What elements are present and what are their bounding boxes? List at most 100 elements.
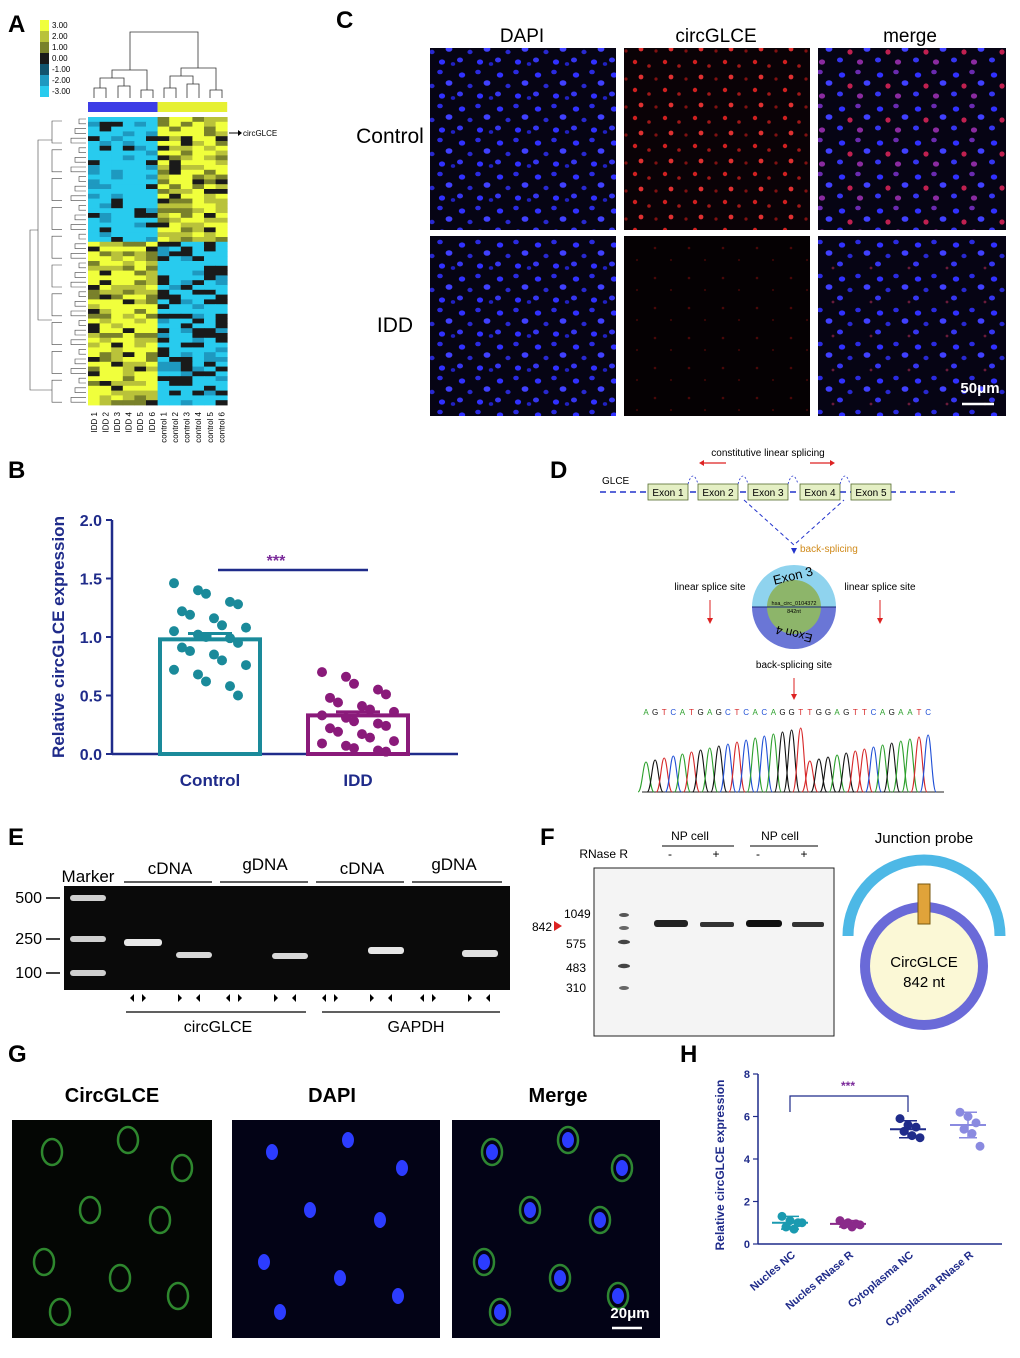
heatmap-cell — [111, 155, 124, 161]
primer-arrow-icon — [274, 994, 278, 1002]
dendrogram-branch — [70, 195, 86, 201]
heatmap-cell — [122, 304, 135, 310]
heatmap-cell — [111, 342, 124, 348]
heatmap-cell — [215, 357, 228, 363]
heatmap-cell — [111, 275, 124, 281]
bs-down-head-icon — [791, 694, 797, 700]
heatmap-cell — [134, 160, 147, 166]
heatmap-cell — [215, 165, 228, 171]
heatmap-cell — [111, 400, 124, 406]
heatmap-cell — [134, 232, 147, 238]
dendrogram-branch — [51, 235, 62, 259]
heatmap-cell — [169, 227, 182, 233]
gel-e: Marker 500 250 100 cDNA gDNA cDNA gDNA c… — [15, 855, 510, 1036]
heatmap-cell — [122, 285, 135, 291]
heatmap-cell — [99, 208, 112, 214]
circ-id: hsa_circ_0104372 — [772, 601, 817, 607]
heatmap-cell — [122, 222, 135, 228]
heatmap-cell — [204, 203, 216, 209]
heatmap-cell — [88, 357, 100, 363]
exon-box — [697, 483, 739, 501]
heatmap-cell — [204, 265, 216, 271]
peak-a — [637, 761, 655, 793]
heatmap-cell — [204, 126, 216, 132]
heatmap-cell — [111, 222, 124, 228]
heatmap-cell — [88, 376, 100, 382]
control-dapi-image — [430, 48, 616, 230]
heatmap-cell — [204, 256, 216, 262]
heatmap-cell — [157, 179, 170, 185]
np-cell-2: NP cell — [761, 829, 799, 843]
heatmap-cell — [180, 237, 193, 243]
heatmap-cell — [215, 333, 228, 339]
row-label-idd: IDD — [377, 314, 413, 337]
col-label-circglce: circGLCE — [675, 26, 756, 47]
heatmap-cell — [99, 217, 112, 223]
dendrogram-branch — [51, 178, 62, 201]
heatmap-cell — [111, 381, 124, 387]
heatmap-cell — [146, 150, 158, 156]
heatmap-cell — [192, 251, 205, 257]
heatmap-cell — [99, 342, 112, 348]
heatmap-cell — [88, 352, 100, 358]
dendrogram-branch — [78, 233, 86, 240]
base-g: G — [889, 708, 895, 717]
data-point — [365, 732, 375, 743]
x-tick-label: IDD — [343, 771, 372, 790]
heatmap-cell — [192, 289, 205, 295]
heatmap-cell — [157, 309, 170, 315]
heatmap-cell — [157, 366, 170, 372]
heatmap-cell — [215, 275, 228, 281]
y-tick-label: 2.0 — [80, 513, 102, 530]
merge-cell — [606, 1281, 630, 1311]
exon-box — [747, 483, 789, 501]
circglce-row-label: circGLCE — [243, 129, 277, 138]
heatmap-cell — [88, 198, 100, 204]
heatmap-cell — [192, 261, 205, 267]
heatmap-cell — [157, 174, 170, 180]
heatmap-cell — [215, 193, 228, 199]
heatmap-cell — [180, 395, 193, 401]
heatmap-cell — [204, 318, 216, 324]
heatmap-cell — [204, 309, 216, 315]
exon-label: Exon 4 — [804, 488, 836, 499]
heatmap-cell — [204, 400, 216, 406]
heatmap-cell — [134, 337, 147, 343]
heatmap-cell — [111, 179, 124, 185]
heatmap-cell — [169, 289, 182, 295]
heatmap-cell — [111, 337, 124, 343]
heatmap-cell — [88, 313, 100, 319]
dendrogram-branch — [117, 85, 131, 98]
heatmap-cell — [192, 376, 205, 382]
back-splice-arrow-icon — [791, 548, 797, 554]
heatmap-cell — [204, 342, 216, 348]
peak-a — [828, 754, 846, 793]
peak-g — [710, 745, 728, 793]
fish-image-grid: DAPI circGLCE merge Control IDD 50μm — [356, 26, 1006, 416]
dot-plot-h: 0 2 4 6 8 Relative circGLCE expression Nucles … — [713, 1069, 1002, 1329]
heatmap-cell — [215, 251, 228, 257]
primer-arrow-icon — [420, 994, 424, 1002]
dendrogram-branch — [70, 281, 86, 288]
band — [368, 947, 404, 954]
heatmap-cell — [122, 136, 135, 142]
heatmap-cell — [88, 270, 100, 276]
legend-swatch — [40, 53, 49, 64]
merge-cell — [518, 1195, 542, 1225]
heatmap-cell — [157, 121, 170, 127]
heatmap-cell — [99, 117, 112, 123]
heatmap-cell — [157, 145, 170, 151]
heatmap-cell — [169, 265, 182, 271]
heatmap-cell — [169, 217, 182, 223]
data-point — [325, 692, 335, 703]
heatmap-cell — [169, 237, 182, 243]
splice-arc — [687, 475, 699, 485]
heatmap-cell — [157, 294, 170, 300]
base-t: T — [853, 708, 858, 717]
peak-g — [819, 756, 837, 793]
heatmap-cell — [215, 222, 228, 228]
blot-band — [746, 920, 782, 927]
heatmap-cell — [99, 256, 112, 262]
heatmap-cell — [99, 352, 112, 358]
